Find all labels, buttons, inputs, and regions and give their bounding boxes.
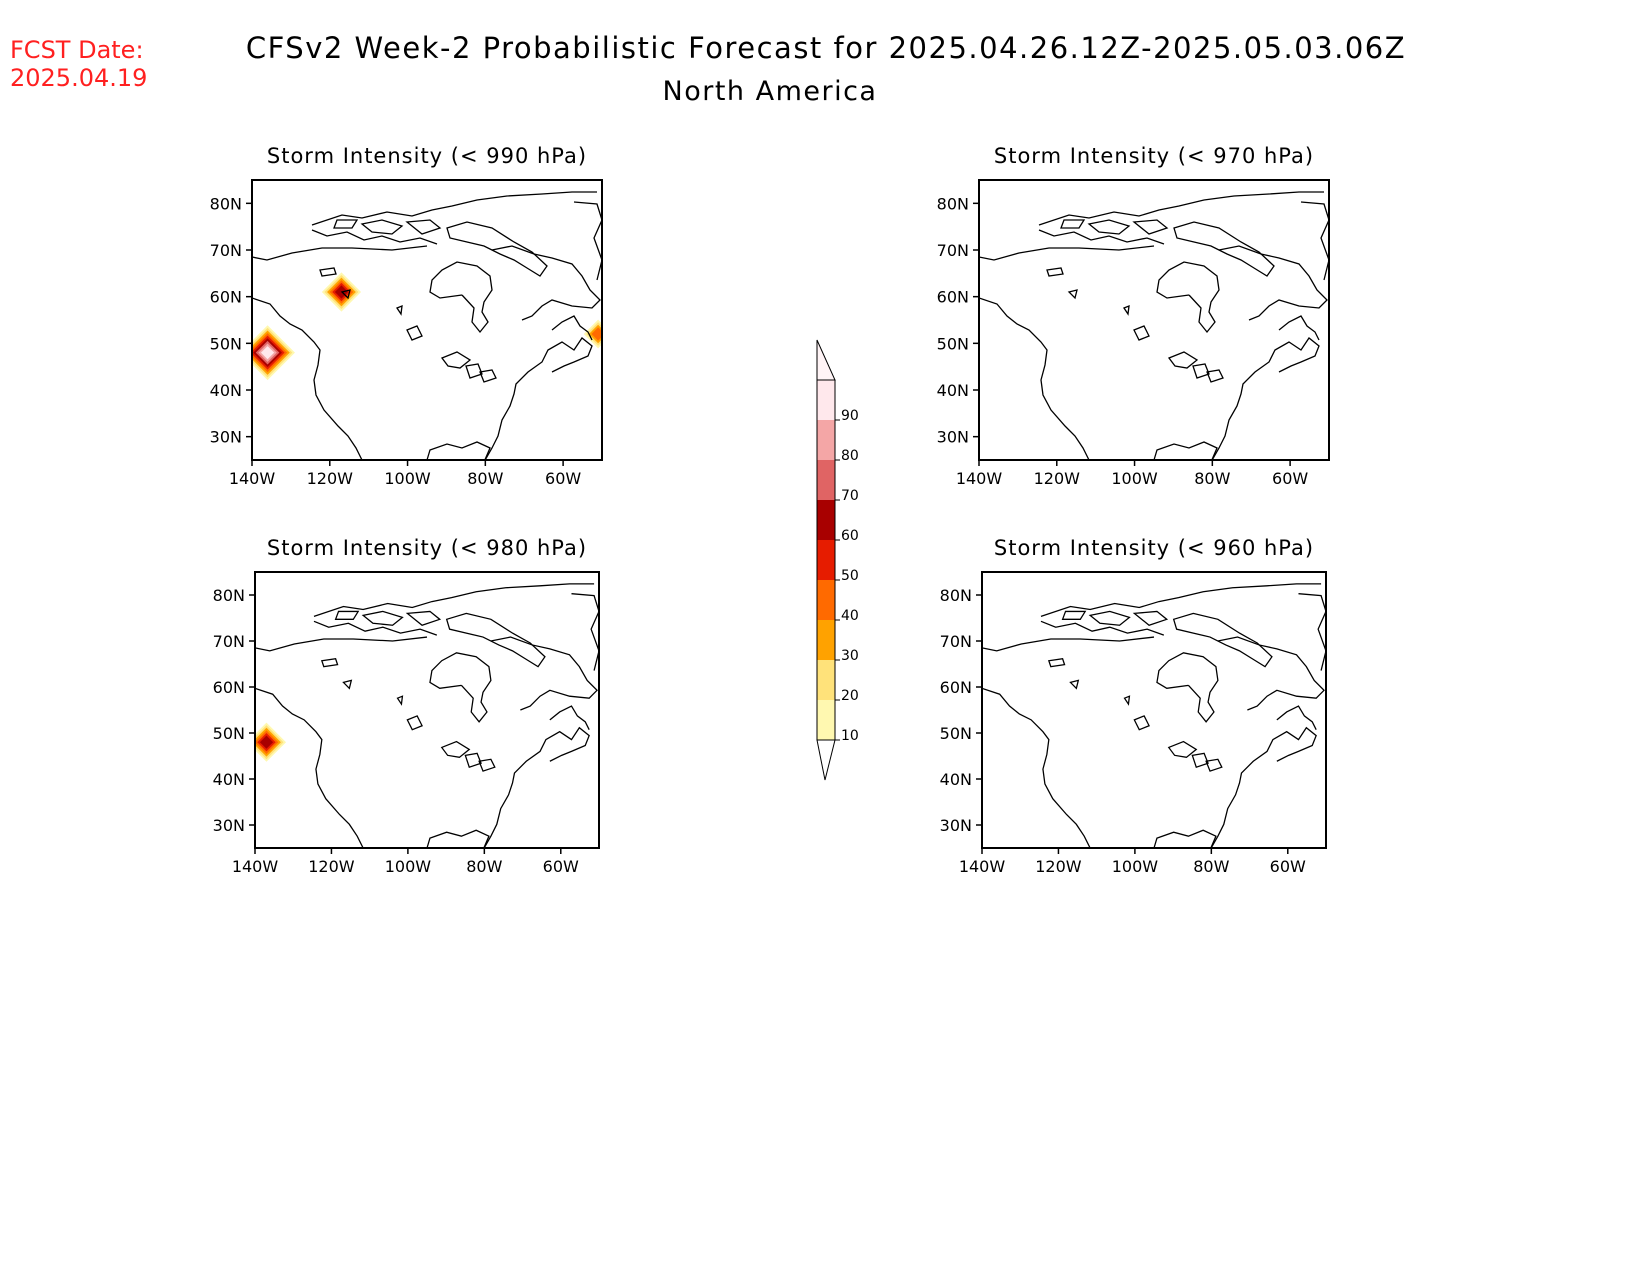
colorbar-frame <box>816 379 836 741</box>
lon-tick-label: 140W <box>956 469 1003 488</box>
lon-tick-label: 60W <box>1272 469 1308 488</box>
panel-title: Storm Intensity (< 990 hPa) <box>267 144 587 168</box>
colorbar-label: 50 <box>841 568 859 584</box>
map-panel: Storm Intensity (< 960 hPa) 80N 70N 60N 50N 4… <box>940 536 1327 876</box>
lon-tick-label: 80W <box>467 469 503 488</box>
lat-tick-label: 80N <box>213 586 245 605</box>
lat-tick-label: 30N <box>213 816 245 835</box>
map-panel: Storm Intensity (< 990 hPa) 80N 70N 60N 50N 4… <box>210 144 603 488</box>
lat-tick-label: 50N <box>210 334 242 353</box>
lat-tick-label: 70N <box>937 241 969 260</box>
colorbar-bottom-cap <box>816 739 836 781</box>
lat-tick-label: 30N <box>940 816 972 835</box>
colorbar-label: 40 <box>841 608 859 624</box>
map-panels: Storm Intensity (< 990 hPa) 80N 70N 60N 50N 4… <box>210 144 1330 876</box>
fcst-date-value: 2025.04.19 <box>10 64 147 92</box>
panel-title: Storm Intensity (< 970 hPa) <box>994 144 1314 168</box>
lon-tick-label: 100W <box>384 469 431 488</box>
fcst-date-label: FCST Date: <box>10 36 144 64</box>
lon-tick-label: 120W <box>307 469 354 488</box>
lon-tick-label: 120W <box>308 857 355 876</box>
coastline <box>255 583 599 848</box>
probability-shading <box>252 272 602 381</box>
page-title: CFSv2 Week-2 Probabilistic Forecast for … <box>246 31 1406 65</box>
lat-tick-label: 50N <box>940 724 972 743</box>
colorbar-swatch <box>817 700 835 740</box>
colorbar-top-cap <box>816 339 836 381</box>
lat-tick-label: 60N <box>213 678 245 697</box>
panel-title: Storm Intensity (< 960 hPa) <box>994 536 1314 560</box>
colorbar-label: 20 <box>841 688 859 704</box>
probability-cell <box>260 346 275 360</box>
lat-tick-label: 40N <box>937 381 969 400</box>
page-subtitle: North America <box>663 76 878 107</box>
lat-tick-label: 70N <box>210 241 242 260</box>
lon-tick-label: 80W <box>1194 469 1230 488</box>
map-panel: Storm Intensity (< 970 hPa) 80N 70N 60N 50N 4… <box>937 144 1330 488</box>
lon-tick-label: 60W <box>545 469 581 488</box>
lon-tick-label: 60W <box>543 857 579 876</box>
lat-tick-label: 70N <box>213 632 245 651</box>
lon-tick-label: 100W <box>1111 469 1158 488</box>
colorbar-swatch <box>817 660 835 700</box>
lat-tick-label: 40N <box>940 770 972 789</box>
lat-tick-label: 30N <box>937 428 969 447</box>
lat-tick-label: 40N <box>213 770 245 789</box>
map-frame <box>981 571 1327 849</box>
colorbar-swatch <box>817 380 835 420</box>
probability-shading <box>255 722 287 762</box>
colorbar-swatch <box>817 540 835 580</box>
colorbar-label: 10 <box>841 728 859 744</box>
colorbar-label: 60 <box>841 528 859 544</box>
lat-tick-label: 80N <box>210 194 242 213</box>
colorbar-label: 90 <box>841 408 859 424</box>
coastline <box>982 583 1326 848</box>
lon-tick-label: 140W <box>229 469 276 488</box>
map-frame <box>251 179 603 461</box>
lat-tick-label: 50N <box>937 334 969 353</box>
lat-tick-label: 80N <box>937 194 969 213</box>
lat-tick-label: 80N <box>940 586 972 605</box>
lat-tick-label: 30N <box>210 428 242 447</box>
lat-tick-label: 60N <box>940 678 972 697</box>
lon-tick-label: 60W <box>1270 857 1306 876</box>
probability-cell <box>591 327 602 341</box>
colorbar-swatch <box>817 460 835 500</box>
colorbar-label: 30 <box>841 648 859 664</box>
colorbar-swatch <box>817 580 835 620</box>
lat-tick-label: 60N <box>937 288 969 307</box>
map-frame <box>978 179 1330 461</box>
lat-tick-label: 70N <box>940 632 972 651</box>
colorbar-label: 70 <box>841 488 859 504</box>
colorbar-swatch <box>817 420 835 460</box>
lon-tick-label: 100W <box>1112 857 1159 876</box>
colorbar: 10 20 30 40 50 60 70 80 90 <box>816 339 859 781</box>
panel-title: Storm Intensity (< 980 hPa) <box>267 536 587 560</box>
lon-tick-label: 120W <box>1034 469 1081 488</box>
lon-tick-label: 80W <box>466 857 502 876</box>
lon-tick-label: 100W <box>385 857 432 876</box>
lat-tick-label: 50N <box>213 724 245 743</box>
lon-tick-label: 140W <box>959 857 1006 876</box>
lat-tick-label: 60N <box>210 288 242 307</box>
lat-tick-label: 40N <box>210 381 242 400</box>
colorbar-swatch <box>817 620 835 660</box>
probability-cell <box>259 735 274 749</box>
colorbar-swatch <box>817 500 835 540</box>
lon-tick-label: 140W <box>232 857 279 876</box>
lon-tick-label: 80W <box>1193 857 1229 876</box>
lon-tick-label: 120W <box>1035 857 1082 876</box>
coastline <box>979 191 1329 460</box>
map-panel: Storm Intensity (< 980 hPa) 80N 70N 60N 50N 4… <box>213 536 600 876</box>
map-frame <box>254 571 600 849</box>
colorbar-label: 80 <box>841 448 859 464</box>
coastline <box>252 191 602 460</box>
